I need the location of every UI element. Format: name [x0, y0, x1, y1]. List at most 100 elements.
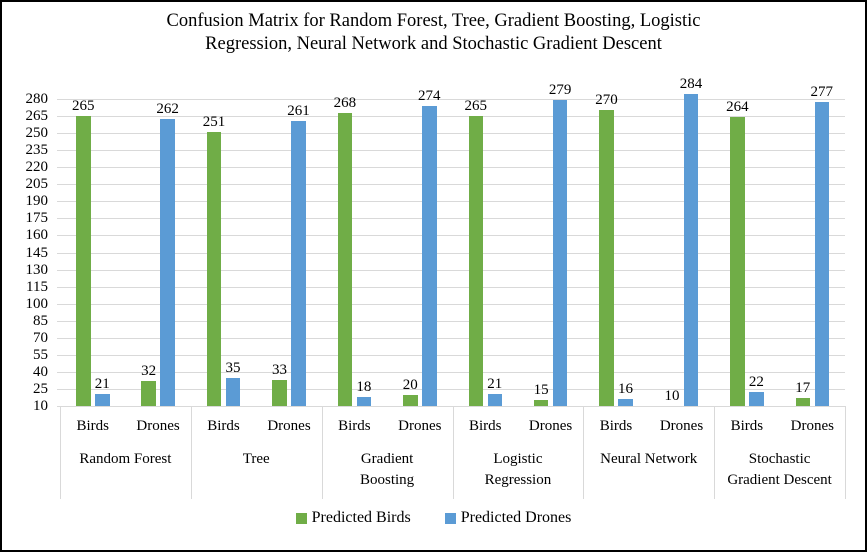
category-label-drones: Drones: [528, 418, 573, 434]
y-axis-tick-label: 55: [33, 346, 48, 363]
bar-predicted-birds: [337, 112, 353, 406]
y-axis-tick-label: 280: [25, 90, 49, 107]
legend-item-predicted-drones: Predicted Drones: [444, 509, 572, 527]
group-label-line: Gradient: [360, 451, 414, 467]
bar-predicted-drones: [291, 120, 306, 406]
group-label-line: Tree: [242, 451, 270, 467]
bar-data-label: 16: [618, 381, 633, 398]
gridline: [57, 184, 845, 186]
gridline: [57, 354, 845, 356]
legend: Predicted Birds Predicted Drones: [2, 509, 865, 527]
y-axis-tick-label: 40: [33, 363, 48, 380]
category-label-birds: Birds: [207, 418, 240, 434]
bar-predicted-birds: [533, 400, 549, 406]
bar-data-label: 268: [333, 94, 357, 111]
bar-predicted-birds: [795, 398, 810, 406]
gridline: [57, 371, 845, 373]
bar-data-label: 17: [795, 380, 811, 396]
category-axis-separator: [321, 406, 323, 499]
chart-title-line1: Confusion Matrix for Random Forest, Tree…: [166, 11, 701, 31]
bar-predicted-drones: [160, 119, 175, 406]
group-label-tree: Tree: [191, 449, 322, 470]
bar-predicted-drones: [552, 100, 568, 406]
y-axis-tick-label: 145: [25, 244, 49, 261]
gridline: [57, 269, 845, 271]
bar-predicted-drones: [814, 102, 829, 406]
group-label-line: Regression: [484, 472, 552, 488]
gridline: [57, 150, 845, 152]
legend-label-predicted-drones: Predicted Drones: [460, 509, 572, 526]
bar-data-label: 33: [272, 361, 287, 378]
category-label-drones: Drones: [267, 418, 311, 434]
bar-data-label: 251: [202, 113, 226, 130]
bar-predicted-drones: [95, 393, 110, 406]
group-label-line: Random Forest: [79, 451, 172, 467]
bar-data-label: 22: [748, 374, 764, 391]
group-label-random-forest: Random Forest: [60, 449, 191, 470]
y-axis-tick-label: 85: [33, 312, 48, 329]
gridline: [57, 133, 845, 134]
bar-predicted-drones: [225, 377, 241, 406]
y-axis-tick-label: 235: [25, 142, 49, 159]
gridline: [57, 303, 845, 305]
y-axis-tick-label: 25: [33, 380, 48, 397]
bar-data-label: 265: [71, 98, 95, 114]
legend-swatch-predicted-drones-icon: [444, 512, 456, 524]
group-label-logistic-regression: Logistic Regression: [453, 449, 584, 491]
bar-predicted-birds: [403, 394, 418, 406]
gridline: [57, 167, 845, 169]
y-axis-tick-label: 130: [25, 261, 49, 278]
gridline: [57, 406, 845, 407]
bar-predicted-drones: [618, 399, 633, 406]
category-axis-separator: [845, 406, 846, 499]
bar-predicted-drones: [422, 105, 437, 406]
y-axis-tick-label: 220: [25, 159, 49, 176]
category-axis-separator: [583, 406, 585, 499]
bar-data-label: 284: [679, 76, 703, 93]
category-label-birds: Birds: [338, 418, 371, 434]
bar-data-label: 18: [356, 378, 372, 395]
group-label-stochastic-gradient-descent: Stochastic Gradient Descent: [714, 449, 845, 491]
group-label-line: Boosting: [359, 472, 415, 488]
category-label-drones: Drones: [136, 418, 180, 434]
category-label-birds: Birds: [76, 418, 109, 434]
bar-predicted-drones: [356, 396, 372, 406]
bar-predicted-drones: [487, 393, 502, 406]
group-label-line: Stochastic: [748, 451, 811, 467]
bar-predicted-birds: [141, 381, 156, 406]
gridline: [57, 218, 845, 220]
y-axis-tick-label: 175: [25, 210, 49, 227]
bar-data-label: 264: [726, 99, 749, 116]
bar-data-label: 262: [156, 101, 179, 118]
gridline: [57, 201, 845, 203]
group-label-neural-network: Neural Network: [583, 449, 714, 470]
gridline: [57, 337, 845, 339]
bar-data-label: 21: [487, 375, 503, 392]
category-label-birds: Birds: [730, 418, 764, 434]
bar-data-label: 32: [141, 363, 157, 379]
bar-predicted-birds: [730, 117, 745, 406]
category-axis-separator: [452, 406, 454, 499]
bar-predicted-birds: [468, 116, 483, 406]
bar-predicted-drones: [749, 392, 764, 406]
y-axis-tick-label: 70: [33, 329, 48, 346]
category-axis-separator: [714, 406, 716, 499]
category-label-drones: Drones: [659, 418, 704, 434]
y-axis-tick-label: 115: [26, 278, 48, 295]
bar-data-label: 274: [418, 87, 441, 104]
gridline: [57, 252, 845, 254]
y-axis-tick-label: 160: [25, 227, 49, 244]
gridline: [57, 320, 845, 322]
y-axis-tick-label: 205: [25, 176, 49, 193]
legend-item-predicted-birds: Predicted Birds: [295, 509, 411, 527]
chart-title-line2: Regression, Neural Network and Stochasti…: [205, 34, 662, 54]
group-label-gradient-boosting: Gradient Boosting: [322, 449, 453, 491]
legend-swatch-predicted-birds-icon: [295, 512, 307, 524]
y-axis-tick-label: 265: [25, 108, 49, 124]
bar-data-label: 15: [533, 382, 549, 399]
gridline: [57, 235, 845, 237]
bar-data-label: 10: [664, 388, 680, 404]
group-label-line: Neural Network: [600, 451, 698, 467]
gridline: [57, 388, 845, 390]
